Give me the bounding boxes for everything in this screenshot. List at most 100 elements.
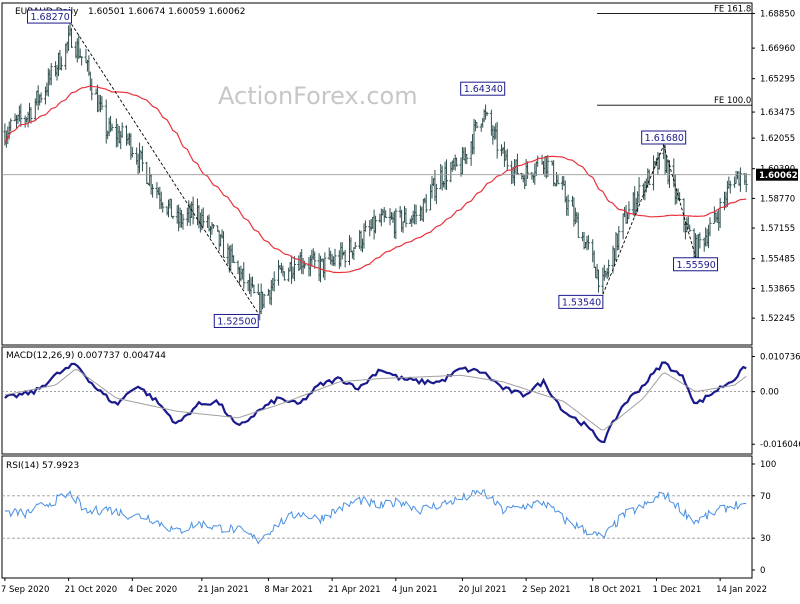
macd-panel xyxy=(1,346,753,455)
price-bar xyxy=(9,118,13,132)
swing-label-value: 1.64340 xyxy=(464,84,503,95)
price-bar xyxy=(627,201,631,219)
price-bar xyxy=(404,207,408,228)
macd-axis-tick-label: 0.00 xyxy=(760,388,779,398)
price-bar xyxy=(455,157,459,167)
macd-axis-tick-label: -0.016046 xyxy=(760,440,800,450)
rsi-title: RSI(14) 57.9923 xyxy=(6,461,79,471)
price-panel xyxy=(1,2,753,346)
price-bar xyxy=(171,215,175,219)
price-bar xyxy=(647,169,651,185)
price-bar xyxy=(100,96,104,111)
swing-label: 1.68270 xyxy=(26,9,72,24)
price-bar xyxy=(586,235,590,250)
price-bar xyxy=(708,217,712,237)
fib-level-label: FE 161.8 xyxy=(714,4,751,14)
swing-label: 1.52500 xyxy=(213,313,259,328)
rsi-axis-tick-label: 0 xyxy=(760,566,765,576)
macd-title: MACD(12,26,9) 0.007737 0.004744 xyxy=(6,351,166,361)
price-bar xyxy=(556,175,560,185)
price-axis-tick-label: 1.65295 xyxy=(760,75,795,85)
price-bar xyxy=(333,248,337,267)
price-bar xyxy=(292,256,296,282)
current-price-label: 1.60062 xyxy=(759,171,798,181)
price-axis-tick-label: 1.66960 xyxy=(760,44,795,54)
swing-label-value: 1.52500 xyxy=(217,316,256,327)
price-bar xyxy=(191,196,195,225)
date-axis-tick-label: 4 Jun 2021 xyxy=(392,585,438,595)
price-bar xyxy=(394,208,398,240)
price-bar xyxy=(718,197,722,229)
price-bar xyxy=(384,210,388,218)
price-axis-tick-label: 1.52245 xyxy=(760,314,795,324)
price-bar xyxy=(424,194,428,213)
swing-label: 1.61680 xyxy=(641,130,687,145)
price-bar xyxy=(19,103,23,127)
rsi-axis-tick-label: 30 xyxy=(760,534,771,544)
price-bar xyxy=(505,148,509,172)
swing-label: 1.55590 xyxy=(673,257,719,272)
swing-projection-line xyxy=(663,144,696,257)
price-bar xyxy=(313,251,317,269)
price-bar xyxy=(59,56,63,71)
price-bar xyxy=(252,284,256,294)
price-axis-tick-label: 1.68850 xyxy=(760,9,795,19)
price-bar xyxy=(181,213,185,230)
price-axis-tick-label: 1.55485 xyxy=(760,255,795,265)
price-bar xyxy=(29,107,33,124)
swing-label-value: 1.53540 xyxy=(562,297,601,308)
price-bar xyxy=(597,269,601,293)
price-bar xyxy=(414,204,418,225)
rsi-line xyxy=(4,489,747,545)
price-bar xyxy=(637,177,641,204)
price-bar xyxy=(465,154,469,165)
date-axis-tick-label: 1 Dec 2021 xyxy=(652,585,701,595)
moving-average-line xyxy=(4,85,747,274)
date-axis-tick-label: 20 Jul 2021 xyxy=(458,585,506,595)
price-bar xyxy=(272,271,276,292)
price-bar xyxy=(282,271,286,281)
price-bar xyxy=(323,252,327,281)
price-axis-tick-label: 1.58770 xyxy=(760,194,795,204)
swing-label-box xyxy=(558,294,604,309)
axes: 1.688501.669601.652951.634751.620551.603… xyxy=(1,9,800,595)
price-bar xyxy=(130,146,134,158)
current-price-marker xyxy=(756,168,798,181)
price-axis-tick-label: 1.63475 xyxy=(760,108,795,118)
rsi-plot xyxy=(2,489,752,545)
swing-label-value: 1.61680 xyxy=(645,133,684,144)
swing-label: 1.53540 xyxy=(558,294,604,309)
ohlc-readout: 1.60501 1.60674 1.60059 1.60062 xyxy=(88,7,245,17)
price-bar xyxy=(546,155,550,178)
price-bar xyxy=(49,63,53,86)
swing-projection-line xyxy=(71,23,259,314)
macd-axis-tick-label: 0.010736 xyxy=(760,352,800,362)
price-axis-tick-label: 1.53865 xyxy=(760,284,795,294)
price-bar xyxy=(80,56,84,66)
price-axis-tick-label: 1.57155 xyxy=(760,224,795,234)
date-axis-tick-label: 8 Mar 2021 xyxy=(264,585,312,595)
price-bar xyxy=(211,224,215,229)
macd-line xyxy=(4,361,747,444)
price-bar xyxy=(566,194,570,216)
price-bar xyxy=(110,123,114,131)
price-bar xyxy=(232,255,236,263)
price-bar xyxy=(201,207,205,227)
swing-label: 1.64340 xyxy=(460,81,506,96)
price-bar xyxy=(262,293,266,309)
price-plot: FE 161.8 FE 100.0 1.68270 1.52500 1.64340 1.5… xyxy=(2,4,752,328)
price-bar xyxy=(90,78,94,101)
date-axis-tick-label: 21 Oct 2020 xyxy=(65,585,118,595)
swing-label-box xyxy=(460,81,506,96)
price-bar xyxy=(475,121,479,129)
swing-label-value: 1.55590 xyxy=(677,260,716,271)
price-bar xyxy=(434,183,438,205)
price-bar xyxy=(161,202,165,213)
price-bar xyxy=(39,92,43,103)
price-bar xyxy=(120,122,124,138)
rsi-axis-tick-label: 70 xyxy=(760,492,771,502)
price-bar xyxy=(151,184,155,198)
